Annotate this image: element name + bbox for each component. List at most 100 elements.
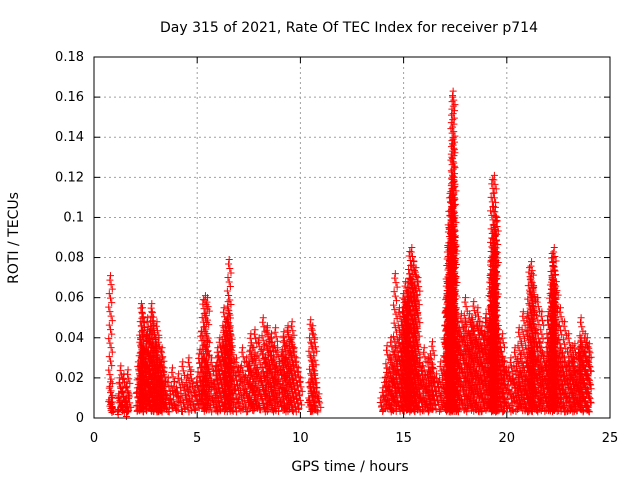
data-point: [251, 326, 259, 334]
data-point: [382, 378, 390, 386]
data-point: [188, 375, 196, 383]
chart-title: Day 315 of 2021, Rate Of TEC Index for r…: [160, 20, 538, 36]
data-point: [311, 334, 319, 342]
data-point: [265, 380, 273, 388]
data-point: [105, 335, 113, 343]
data-point: [223, 287, 231, 295]
data-point: [389, 379, 397, 387]
data-point: [168, 364, 176, 372]
data-point: [279, 377, 287, 385]
data-point: [287, 352, 295, 360]
data-point: [164, 378, 172, 386]
data-point: [253, 339, 261, 347]
data-point: [199, 318, 207, 326]
data-point: [392, 279, 400, 287]
data-point: [428, 342, 436, 350]
data-point: [197, 382, 205, 390]
data-point: [124, 388, 132, 396]
data-point: [382, 346, 390, 354]
data-point: [152, 322, 160, 330]
data-point: [193, 378, 201, 386]
data-point: [166, 394, 174, 402]
data-point: [140, 404, 148, 412]
data-point: [191, 388, 199, 396]
data-point: [239, 344, 247, 352]
data-point: [238, 348, 246, 356]
data-point: [107, 272, 115, 280]
data-point: [305, 379, 313, 387]
data-point: [144, 348, 152, 356]
data-point: [148, 308, 156, 316]
data-point: [171, 402, 179, 410]
data-point: [205, 307, 213, 315]
data-point: [123, 408, 131, 416]
data-point: [279, 364, 287, 372]
data-point: [222, 392, 230, 400]
data-point: [283, 326, 291, 334]
data-point: [250, 362, 258, 370]
data-point: [204, 397, 212, 405]
data-point: [249, 357, 257, 365]
data-point: [385, 365, 393, 373]
data-point: [390, 319, 398, 327]
data-point: [159, 353, 167, 361]
data-point: [107, 294, 115, 302]
data-point: [145, 353, 153, 361]
data-point: [197, 364, 205, 372]
data-point: [227, 394, 235, 402]
data-point: [388, 343, 396, 351]
data-point: [106, 308, 114, 316]
data-point: [250, 407, 258, 415]
data-point: [180, 386, 188, 394]
data-point: [125, 375, 133, 383]
data-point: [224, 353, 232, 361]
data-point: [197, 332, 205, 340]
data-point: [237, 375, 245, 383]
data-point: [391, 292, 399, 300]
data-point: [144, 380, 152, 388]
data-point: [311, 406, 319, 414]
data-point: [252, 366, 260, 374]
data-point: [227, 349, 235, 357]
data-point: [140, 372, 148, 380]
data-point: [262, 385, 270, 393]
data-point: [296, 374, 304, 382]
data-point: [159, 384, 167, 392]
data-point: [148, 317, 156, 325]
data-point: [381, 405, 389, 413]
data-point: [199, 386, 207, 394]
data-point: [184, 358, 192, 366]
data-point: [310, 383, 318, 391]
data-point: [308, 326, 316, 334]
data-point: [285, 380, 293, 388]
data-point: [108, 362, 116, 370]
data-point: [226, 407, 234, 415]
data-point: [107, 281, 115, 289]
data-point: [225, 260, 233, 268]
data-point: [286, 398, 294, 406]
data-point: [311, 356, 319, 364]
data-point: [386, 352, 394, 360]
data-point: [270, 405, 278, 413]
data-point: [247, 364, 255, 372]
data-point: [159, 402, 167, 410]
data-point: [262, 403, 270, 411]
data-point: [279, 395, 287, 403]
data-point: [233, 363, 241, 371]
data-point: [147, 304, 155, 312]
data-point: [109, 404, 117, 412]
data-point: [144, 366, 152, 374]
data-point: [145, 339, 153, 347]
data-point: [200, 305, 208, 313]
data-point: [226, 296, 234, 304]
data-point: [285, 362, 293, 370]
data-point: [203, 393, 211, 401]
data-point: [196, 377, 204, 385]
data-point: [376, 398, 384, 406]
data-point: [226, 265, 234, 273]
data-point: [155, 407, 163, 415]
data-point: [388, 361, 396, 369]
data-point: [141, 395, 149, 403]
data-point: [267, 401, 275, 409]
data-point: [118, 406, 126, 414]
